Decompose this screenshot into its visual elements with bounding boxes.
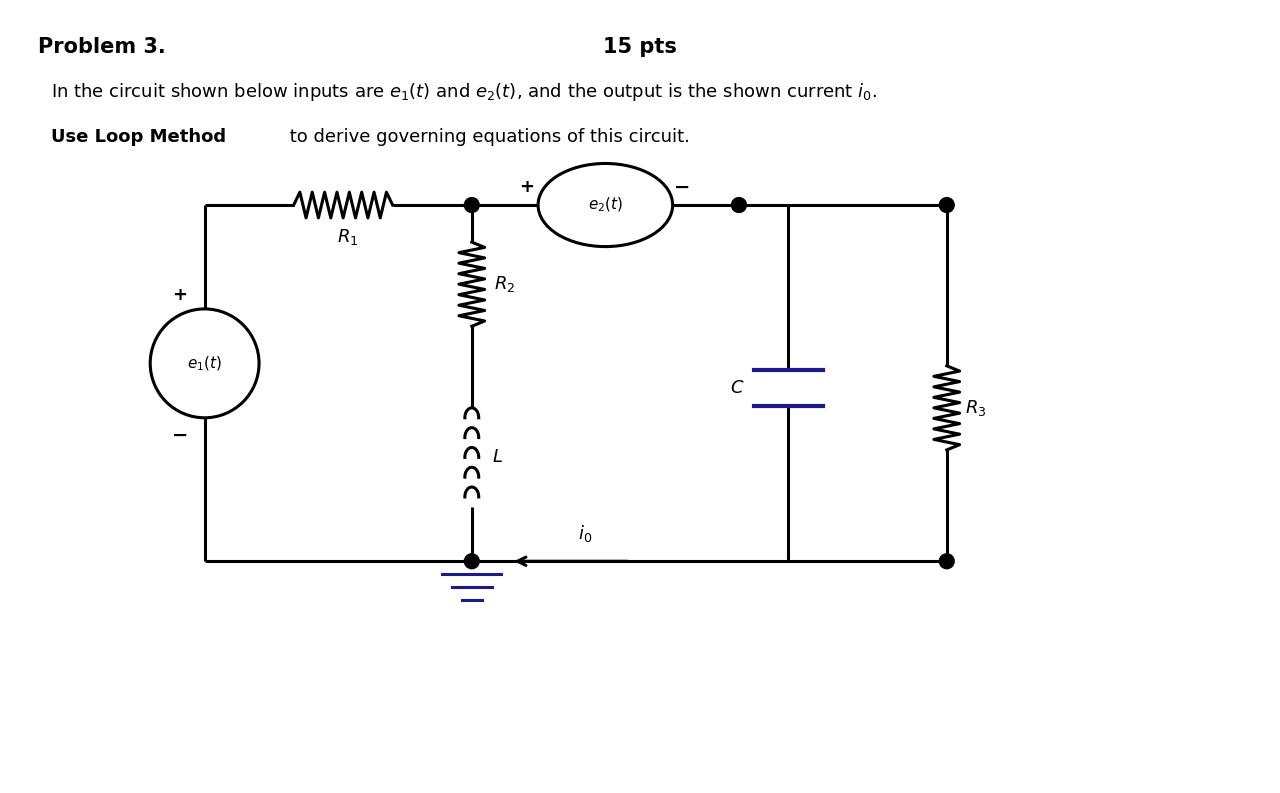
Text: to derive governing equations of this circuit.: to derive governing equations of this ci… <box>284 128 690 146</box>
Text: Problem 3.: Problem 3. <box>38 36 166 57</box>
Text: In the circuit shown below inputs are $e_1(t)$ and $e_2(t)$, and the output is t: In the circuit shown below inputs are $e… <box>51 82 877 103</box>
Text: $e_1(t)$: $e_1(t)$ <box>187 354 223 373</box>
Text: 15 pts: 15 pts <box>603 36 677 57</box>
Text: $i_0$: $i_0$ <box>579 523 593 545</box>
Text: $C$: $C$ <box>730 379 744 397</box>
Text: Use Loop Method: Use Loop Method <box>51 128 227 146</box>
Text: $L$: $L$ <box>492 448 503 466</box>
Text: −: − <box>675 178 691 197</box>
Text: +: + <box>518 178 534 196</box>
Circle shape <box>465 197 479 213</box>
Text: $e_2(t)$: $e_2(t)$ <box>588 196 623 214</box>
Circle shape <box>465 554 479 569</box>
Text: $R_3$: $R_3$ <box>965 398 986 418</box>
Circle shape <box>940 197 954 213</box>
Circle shape <box>732 197 746 213</box>
Circle shape <box>940 554 954 569</box>
Text: −: − <box>172 426 188 445</box>
Text: +: + <box>173 286 187 304</box>
Text: $R_2$: $R_2$ <box>494 274 515 294</box>
Text: $R_1$: $R_1$ <box>338 227 358 247</box>
